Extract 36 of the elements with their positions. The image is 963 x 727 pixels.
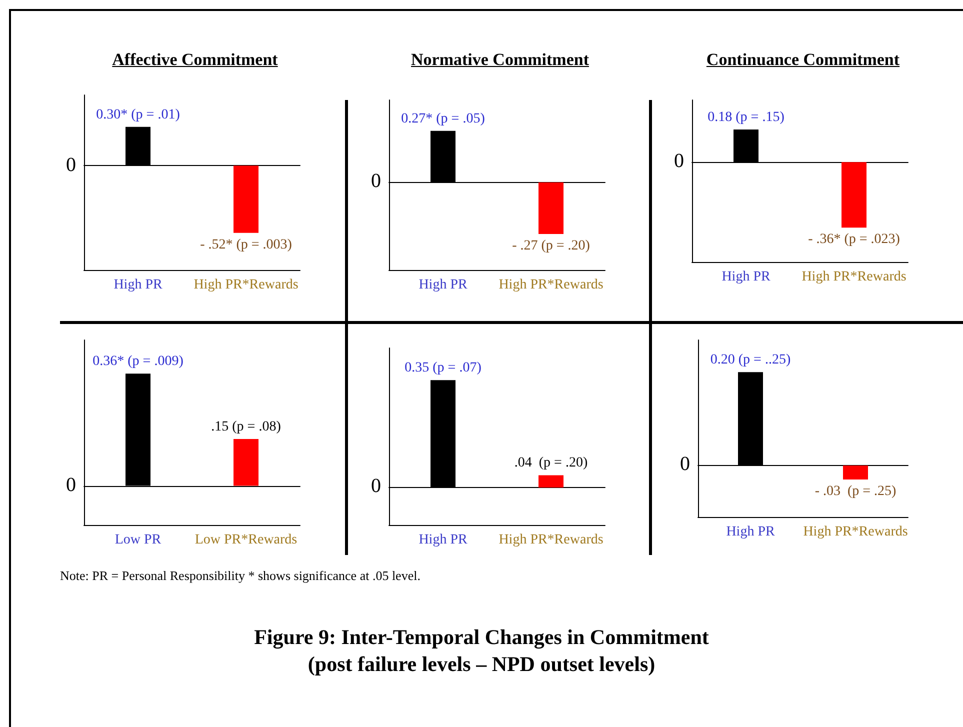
text: 0 [679, 453, 690, 476]
x-tick-label: High PR*Rewards [803, 524, 908, 540]
x-tick-label: Low PR [114, 532, 162, 548]
data-label: - .03 (p = .25) [814, 484, 897, 499]
data-label: - .36* (p = .023) [808, 232, 900, 248]
x-tick-label: High PR*Rewards [194, 278, 298, 292]
data-label: 0.27* (p = .05) [401, 111, 486, 126]
text: 0 [65, 154, 76, 176]
x-tick-label: High PR*Rewards [498, 278, 604, 292]
x-tick-label: High PR*Rewards [802, 270, 906, 284]
data-label: - .27 (p = .20) [512, 238, 590, 254]
data-label: 0.36* (p = .009) [92, 354, 184, 370]
data-label: .04 (p = .20) [514, 456, 588, 471]
x-tick-label: High PR [726, 524, 776, 540]
caption: Figure 9: Inter-Temporal Changes in Commitment [253, 625, 710, 650]
text: 0 [370, 475, 381, 498]
data-label: .15 (p = .08) [211, 420, 282, 435]
chart-title: Affective Commitment [111, 50, 279, 70]
x-tick-label: Low PR*Rewards [194, 532, 298, 548]
data-label: 0.30* (p = .01) [96, 107, 180, 122]
data-label: - .52* (p = .003) [200, 237, 292, 252]
x-tick-label: High PR [114, 278, 163, 292]
chart-title: Normative Commitment [410, 50, 590, 70]
x-tick-label: High PR [418, 278, 468, 292]
text: (post failure levels – NPD outset levels) [306, 652, 656, 677]
data-label: 0.18 (p = .15) [708, 110, 785, 125]
x-tick-label: High PR [418, 532, 468, 548]
text: 0 [65, 474, 76, 496]
chart-title: Continuance Commitment [705, 50, 901, 70]
x-tick-label: High PR [722, 270, 771, 284]
text: Note: PR = Personal Responsibility * shows significance at .05 level. [60, 568, 420, 584]
text: 0 [673, 150, 684, 172]
data-label: 0.35 (p = .07) [404, 360, 482, 376]
data-label: 0.20 (p = ..25) [710, 352, 791, 368]
text: 0 [370, 170, 381, 192]
x-tick-label: High PR*Rewards [498, 532, 604, 548]
